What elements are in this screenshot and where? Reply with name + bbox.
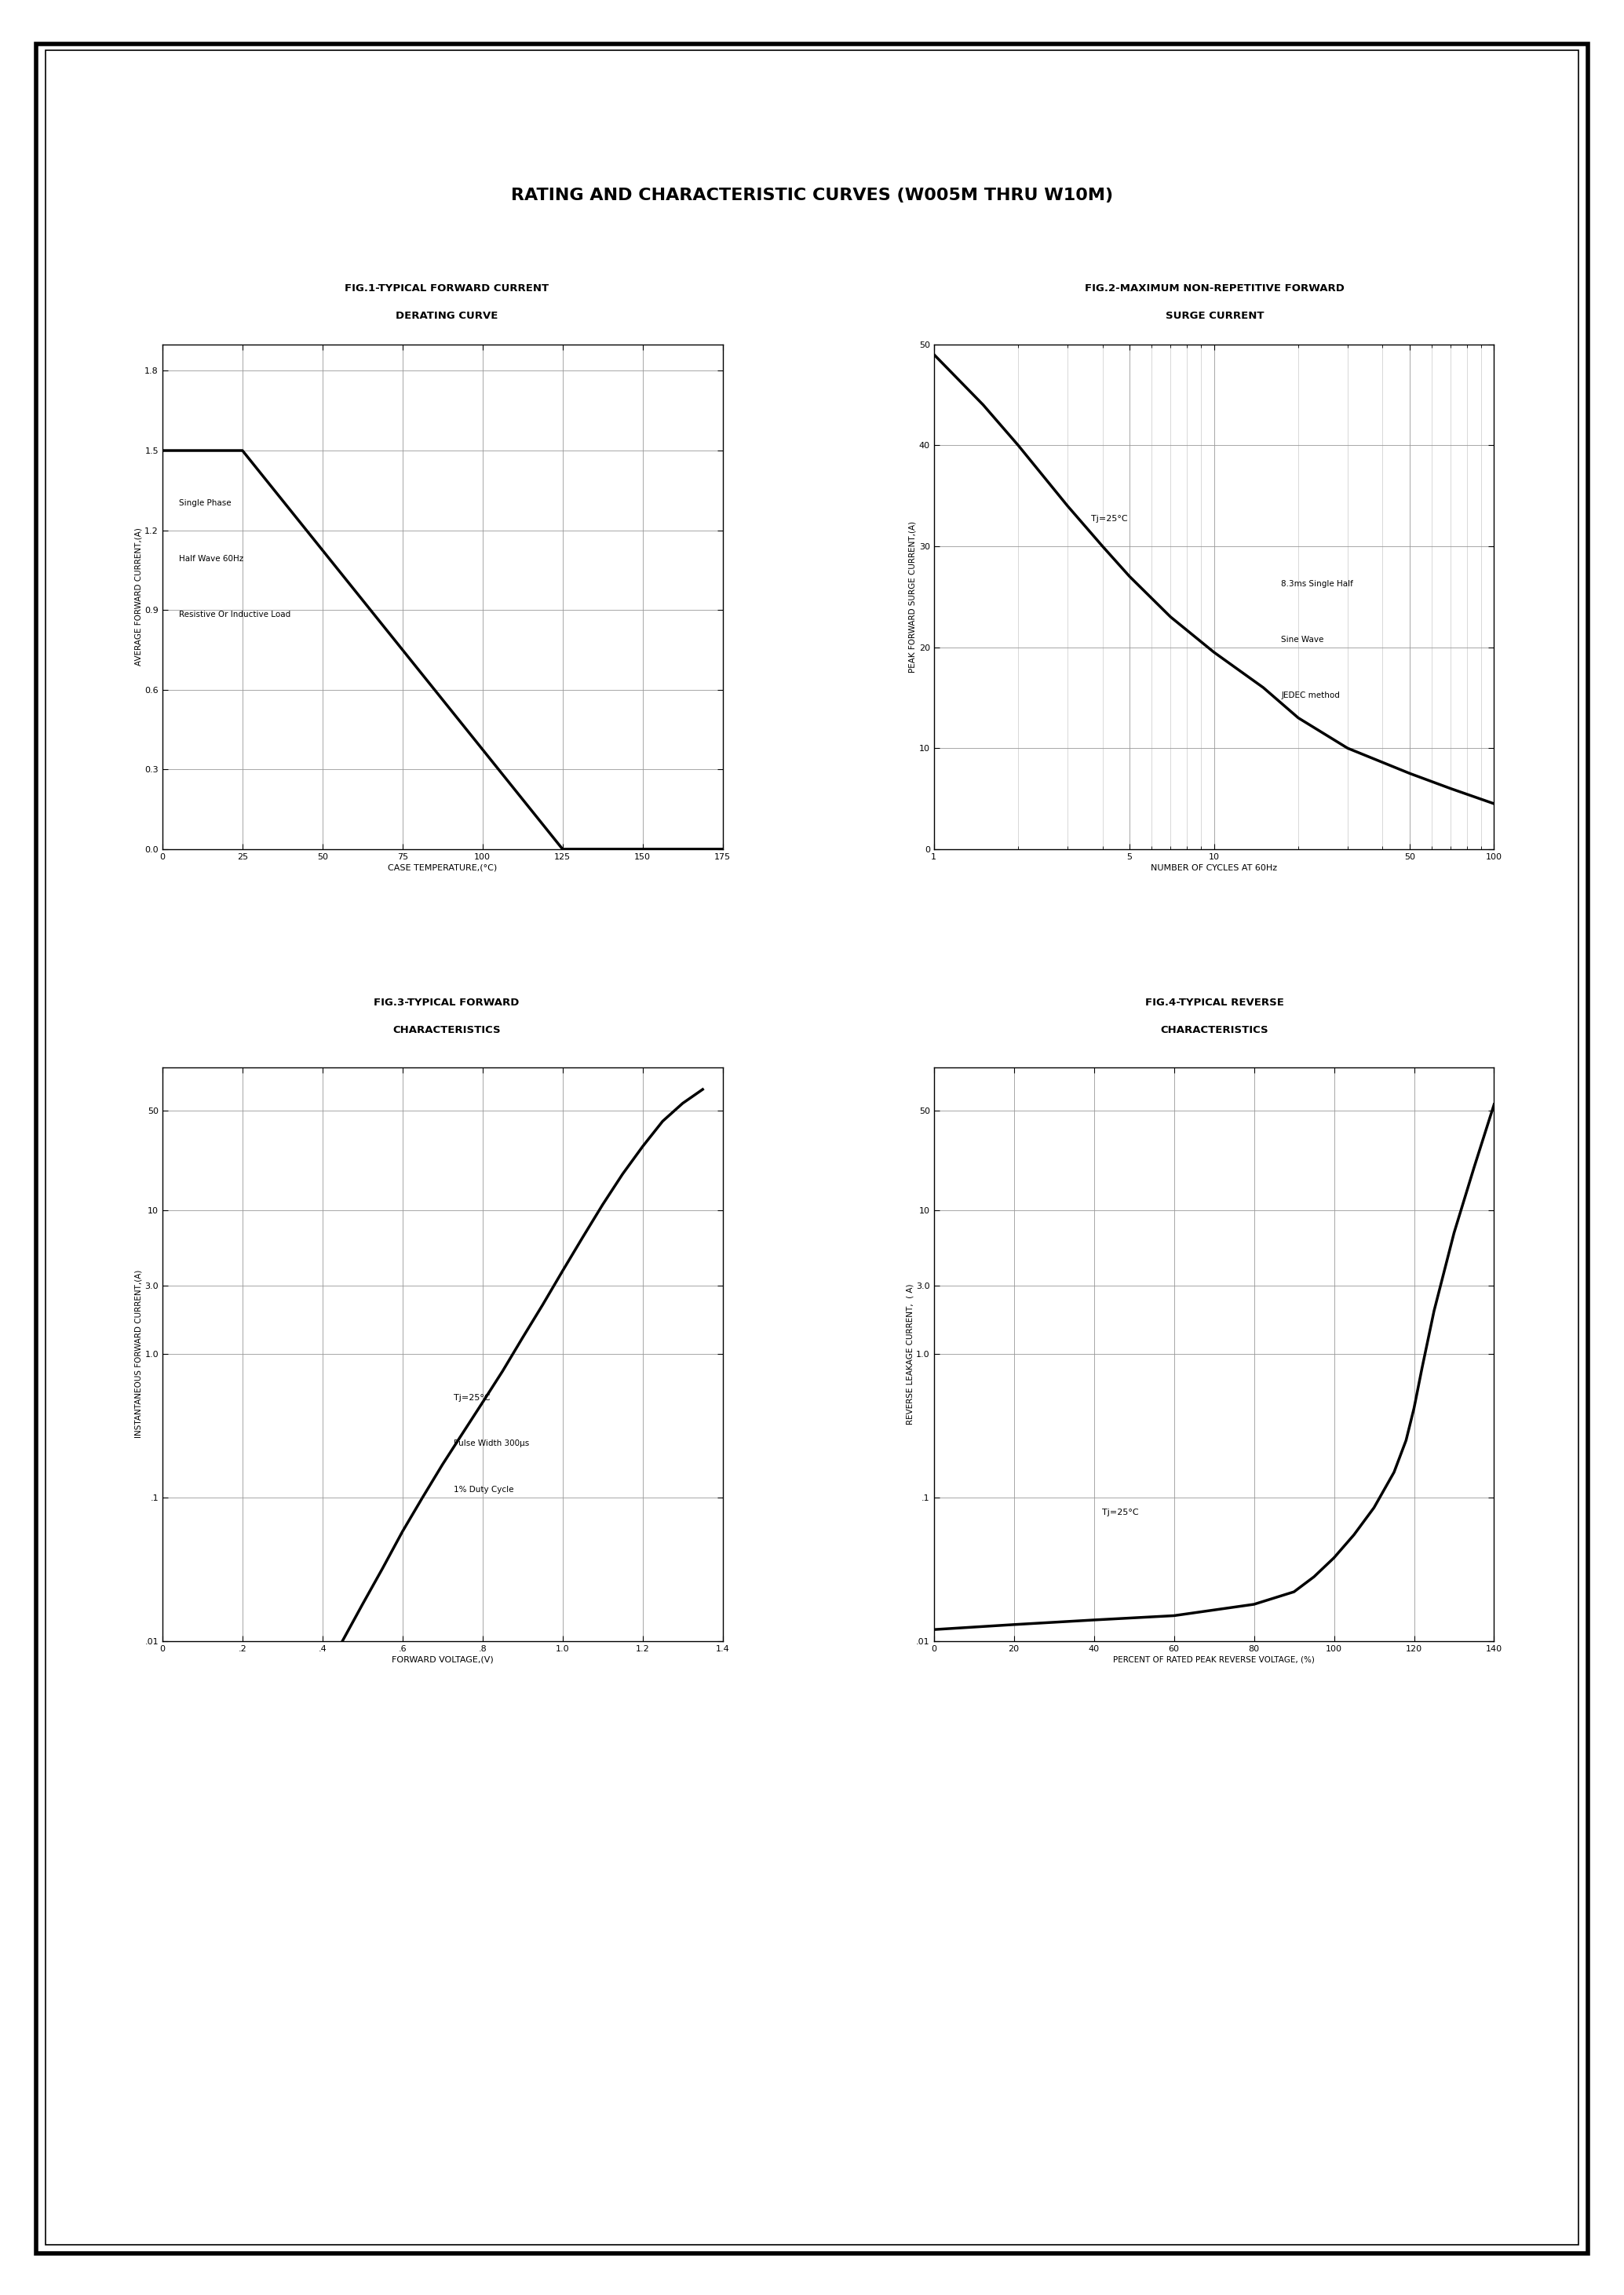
- X-axis label: NUMBER OF CYCLES AT 60Hz: NUMBER OF CYCLES AT 60Hz: [1151, 865, 1276, 872]
- Text: Sine Wave: Sine Wave: [1281, 636, 1324, 643]
- Text: CHARACTERISTICS: CHARACTERISTICS: [1161, 1026, 1268, 1035]
- Text: FIG.4-TYPICAL REVERSE: FIG.4-TYPICAL REVERSE: [1145, 998, 1285, 1008]
- Text: 8.3ms Single Half: 8.3ms Single Half: [1281, 581, 1353, 588]
- X-axis label: CASE TEMPERATURE,(°C): CASE TEMPERATURE,(°C): [388, 865, 497, 872]
- Text: 1% Duty Cycle: 1% Duty Cycle: [453, 1485, 513, 1494]
- Text: Pulse Width 300μs: Pulse Width 300μs: [453, 1439, 529, 1448]
- Y-axis label: PEAK FORWARD SURGE CURRENT,(A): PEAK FORWARD SURGE CURRENT,(A): [909, 521, 916, 672]
- Text: Tj=25°C: Tj=25°C: [1101, 1508, 1138, 1517]
- Text: SURGE CURRENT: SURGE CURRENT: [1166, 312, 1263, 321]
- Text: Half Wave 60Hz: Half Wave 60Hz: [179, 555, 244, 562]
- Y-axis label: REVERSE LEAKAGE CURRENT,  ( A): REVERSE LEAKAGE CURRENT, ( A): [906, 1283, 914, 1425]
- Text: FIG.3-TYPICAL FORWARD: FIG.3-TYPICAL FORWARD: [374, 998, 520, 1008]
- Text: Tj=25°C: Tj=25°C: [1091, 514, 1127, 523]
- Text: JEDEC method: JEDEC method: [1281, 691, 1340, 700]
- Text: FIG.2-MAXIMUM NON-REPETITIVE FORWARD: FIG.2-MAXIMUM NON-REPETITIVE FORWARD: [1085, 285, 1345, 294]
- Y-axis label: INSTANTANEOUS FORWARD CURRENT,(A): INSTANTANEOUS FORWARD CURRENT,(A): [135, 1269, 143, 1439]
- X-axis label: FORWARD VOLTAGE,(V): FORWARD VOLTAGE,(V): [391, 1657, 494, 1664]
- Text: CHARACTERISTICS: CHARACTERISTICS: [393, 1026, 500, 1035]
- Text: DERATING CURVE: DERATING CURVE: [395, 312, 499, 321]
- X-axis label: PERCENT OF RATED PEAK REVERSE VOLTAGE, (%): PERCENT OF RATED PEAK REVERSE VOLTAGE, (…: [1112, 1657, 1315, 1664]
- Text: FIG.1-TYPICAL FORWARD CURRENT: FIG.1-TYPICAL FORWARD CURRENT: [344, 285, 549, 294]
- Text: Tj=25°C: Tj=25°C: [453, 1393, 490, 1402]
- Text: RATING AND CHARACTERISTIC CURVES (W005M THRU W10M): RATING AND CHARACTERISTIC CURVES (W005M …: [512, 188, 1112, 202]
- Text: Resistive Or Inductive Load: Resistive Or Inductive Load: [179, 610, 291, 617]
- Text: Single Phase: Single Phase: [179, 500, 232, 507]
- Y-axis label: AVERAGE FORWARD CURRENT,(A): AVERAGE FORWARD CURRENT,(A): [135, 528, 143, 666]
